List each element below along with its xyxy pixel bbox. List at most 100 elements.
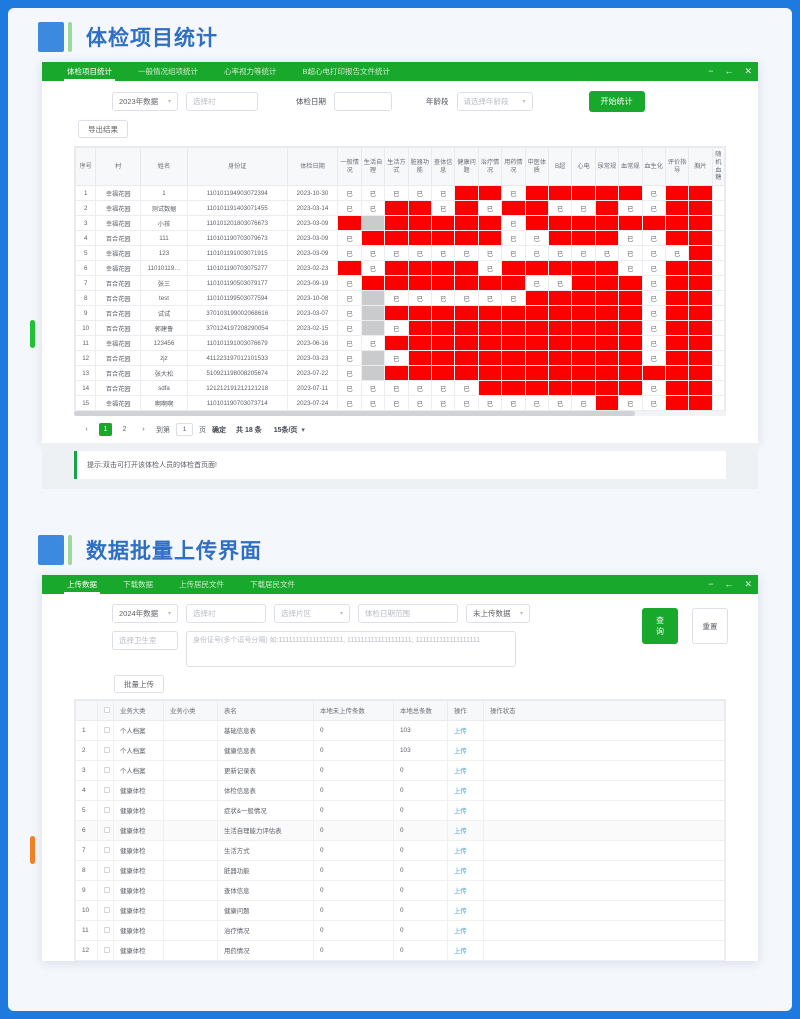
upload-link[interactable]: 上传 (454, 948, 467, 955)
checkbox-icon[interactable] (104, 826, 110, 833)
tab-health-check-stats[interactable]: 体检项目统计 (54, 62, 125, 81)
village-input[interactable]: 选择村 (186, 92, 258, 111)
row-action[interactable]: 上传 (447, 860, 484, 881)
upload-link[interactable]: 上传 (454, 828, 467, 835)
row-checkbox-cell[interactable] (97, 940, 114, 961)
row-checkbox-cell[interactable] (97, 820, 114, 841)
table-row[interactable]: 8 健康体检 脏器功能 0 0 上传 (75, 860, 725, 881)
page-size-select[interactable]: 15条/页 ▾ (274, 425, 305, 435)
back-icon[interactable]: ← (724, 579, 734, 589)
row-action[interactable]: 上传 (447, 720, 484, 741)
area-select[interactable]: 选择片区 ▾ (274, 604, 350, 623)
row-action[interactable]: 上传 (447, 840, 484, 861)
table-row[interactable]: 14 百合花园 sdfa 121212191212121218 2023-07-11 已已… (74, 380, 726, 396)
checkbox-icon[interactable] (104, 906, 110, 913)
table-row[interactable]: 2 幸福花园 测试数据 110101191403071455 2023-03-14 已已已… (74, 200, 726, 216)
row-checkbox-cell[interactable] (97, 780, 114, 801)
pagination-page-1[interactable]: 1 (99, 423, 112, 436)
tab-bultrasound-ecg-report-stats[interactable]: B超心电打印报告文件统计 (302, 67, 391, 76)
idcard-textarea[interactable]: 身份证号(多个逗号分隔) 如:1111111111111111111, 1111… (186, 631, 516, 667)
table-row[interactable]: 5 幸福花园 123 110101191003071915 2023-03-09 已已已已… (74, 245, 726, 261)
batch-upload-button[interactable]: 批量上传 (114, 675, 164, 693)
checkbox-icon[interactable] (104, 766, 110, 773)
row-action[interactable]: 上传 (447, 740, 484, 761)
tab-download-data[interactable]: 下载数据 (123, 580, 153, 589)
start-stats-button[interactable]: 开始统计 (588, 91, 645, 112)
table-row[interactable]: 6 幸福花园 11010119… 110101190703075277 2023-02-… (74, 260, 726, 276)
table-row[interactable]: 7 百合花园 张三 110101190503079177 2023-09-19 已已已已 (74, 275, 726, 291)
table-row[interactable]: 1 幸福花园 1 110101194903072394 2023-10-30 已已已已已已… (74, 185, 726, 201)
village-input-2[interactable]: 选择村 (186, 604, 266, 623)
year-select-2[interactable]: 2024年数据 ▾ (112, 604, 178, 623)
tab-general-group-stats[interactable]: 一般情况组项统计 (138, 67, 198, 76)
table-row[interactable]: 2 个人档案 健康信息表 0 103 上传 (75, 740, 725, 761)
row-checkbox-cell[interactable] (97, 840, 114, 861)
table-row[interactable]: 15 幸福花园 啊啊啊 110101190703073714 2023-07-24 已已已… (74, 395, 726, 411)
table-horizontal-scrollbar[interactable] (74, 411, 726, 416)
table-row[interactable]: 11 幸福花园 123456 110101191003076679 2023-06-16… (74, 335, 726, 351)
tab-download-resident-file[interactable]: 下载居民文件 (250, 580, 295, 589)
row-checkbox-cell[interactable] (97, 800, 114, 821)
checkbox-icon[interactable] (104, 726, 110, 733)
upload-link[interactable]: 上传 (454, 788, 467, 795)
scroll-nub-green[interactable] (30, 320, 35, 348)
goto-page-input[interactable]: 1 (176, 423, 193, 436)
row-action[interactable]: 上传 (447, 760, 484, 781)
year-select[interactable]: 2023年数据 ▾ (112, 92, 178, 111)
exam-stats-table-wrap[interactable]: 序号 村 姓名 身份证 体检日期 一般情况 生活自理 生活方式 脏器功能 查体信… (74, 146, 726, 411)
minimize-icon[interactable]: − (708, 66, 714, 76)
pagination-next[interactable]: › (142, 426, 145, 433)
table-row[interactable]: 9 百合花园 试试 370103199002068616 2023-03-07 已已 (74, 305, 726, 321)
clinic-select[interactable]: 选择卫生室 (112, 631, 178, 650)
table-row[interactable]: 9 健康体检 查体信息 0 0 上传 (75, 880, 725, 901)
row-checkbox-cell[interactable] (97, 720, 114, 741)
upload-state-select[interactable]: 未上传数据 ▾ (466, 604, 530, 623)
row-checkbox-cell[interactable] (97, 920, 114, 941)
checkbox-icon[interactable] (104, 706, 110, 713)
checkbox-icon[interactable] (104, 946, 110, 953)
checkbox-icon[interactable] (104, 846, 110, 853)
table-row[interactable]: 12 健康体检 用药情况 0 0 上传 (75, 940, 725, 961)
upload-link[interactable]: 上传 (454, 848, 467, 855)
checkbox-icon[interactable] (104, 806, 110, 813)
age-group-select[interactable]: 请选择年龄段 ▾ (456, 92, 533, 111)
reset-button[interactable]: 重置 (692, 608, 728, 644)
table-row[interactable]: 3 幸福花园 小孩 110101201803076673 2023-03-09 已 (74, 215, 726, 231)
minimize-icon[interactable]: − (708, 579, 714, 589)
checkbox-icon[interactable] (104, 866, 110, 873)
table-row[interactable]: 3 个人档案 更新记录表 0 0 上传 (75, 760, 725, 781)
export-result-button[interactable]: 导出结果 (78, 120, 128, 138)
table-row[interactable]: 10 百合花园 郭建鲁 370124197208290054 2023-02-15 已已已 (74, 320, 726, 336)
row-checkbox-cell[interactable] (97, 860, 114, 881)
row-action[interactable]: 上传 (447, 780, 484, 801)
upload-link[interactable]: 上传 (454, 908, 467, 915)
upload-link[interactable]: 上传 (454, 868, 467, 875)
close-icon[interactable]: ✕ (744, 579, 752, 589)
checkbox-icon[interactable] (104, 746, 110, 753)
checkbox-icon[interactable] (104, 926, 110, 933)
upload-link[interactable]: 上传 (454, 728, 467, 735)
table-row[interactable]: 4 健康体检 体检信息表 0 0 上传 (75, 780, 725, 801)
table-row[interactable]: 13 百合花园 张大松 510921198008205674 2023-07-22 已 (74, 365, 726, 381)
checkbox-icon[interactable] (104, 886, 110, 893)
close-icon[interactable]: ✕ (744, 66, 752, 76)
upload-link[interactable]: 上传 (454, 888, 467, 895)
table-row[interactable]: 1 个人档案 基础信息表 0 103 上传 (75, 720, 725, 741)
table-row[interactable]: 11 健康体检 治疗情况 0 0 上传 (75, 920, 725, 941)
row-action[interactable]: 上传 (447, 920, 484, 941)
row-checkbox-cell[interactable] (97, 900, 114, 921)
tab-upload-resident-file[interactable]: 上传居民文件 (179, 580, 224, 589)
upload-link[interactable]: 上传 (454, 768, 467, 775)
table-row[interactable]: 10 健康体检 健康问题 0 0 上传 (75, 900, 725, 921)
pagination-prev[interactable]: ‹ (85, 426, 88, 433)
tab-upload-data[interactable]: 上传数据 (54, 575, 110, 594)
date-range-input[interactable]: 体检日期范围 (358, 604, 458, 623)
table-row[interactable]: 7 健康体检 生活方式 0 0 上传 (75, 840, 725, 861)
tab-heartrate-vision-stats[interactable]: 心率视力等统计 (224, 67, 277, 76)
pagination-page-2[interactable]: 2 (122, 426, 127, 433)
table-row[interactable]: 5 健康体检 症状&一般情况 0 0 上传 (75, 800, 725, 821)
pagination-confirm-button[interactable]: 确定 (212, 426, 226, 434)
upload-link[interactable]: 上传 (454, 928, 467, 935)
table-row[interactable]: 6 健康体检 生活自理能力评估表 0 0 上传 (75, 820, 725, 841)
row-checkbox-cell[interactable] (97, 880, 114, 901)
